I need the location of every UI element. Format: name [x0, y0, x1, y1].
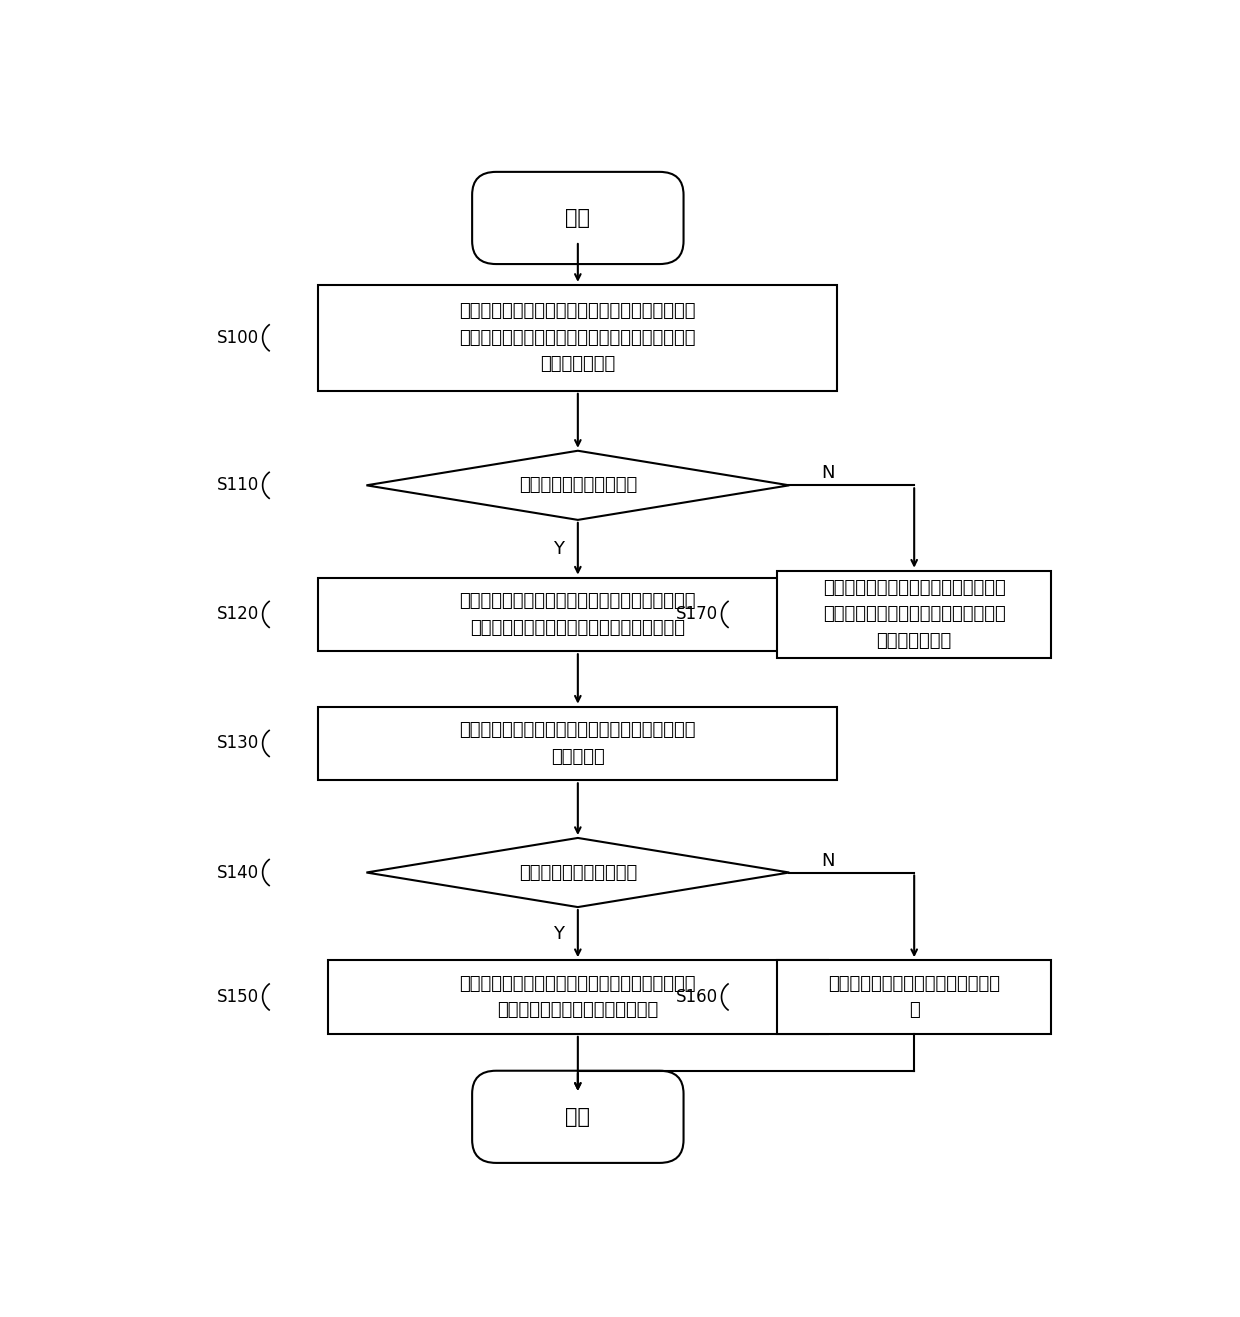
FancyBboxPatch shape	[472, 1071, 683, 1163]
Text: 不调整所述可维护部件的既有维修策
略: 不调整所述可维护部件的既有维修策 略	[828, 975, 1001, 1019]
Text: S140: S140	[217, 864, 259, 881]
Text: 利用所述新增检维修数据进行所述分析，以动态调
整所述可维护部件的既有维修策略: 利用所述新增检维修数据进行所述分析，以动态调 整所述可维护部件的既有维修策略	[460, 975, 696, 1019]
Text: S110: S110	[217, 477, 259, 494]
Text: N: N	[821, 852, 835, 869]
Text: S120: S120	[217, 606, 259, 623]
Text: S170: S170	[676, 606, 718, 623]
Polygon shape	[367, 450, 789, 520]
Text: N: N	[821, 465, 835, 482]
Text: 利用所述历史检维修数据对应的故障原
因的分布规律分析结果制定所述可维护
部件的维修策略: 利用所述历史检维修数据对应的故障原 因的分布规律分析结果制定所述可维护 部件的维…	[823, 579, 1006, 649]
Bar	[777, 570, 1052, 658]
Text: Y: Y	[553, 925, 564, 943]
Text: S150: S150	[217, 988, 259, 1006]
FancyBboxPatch shape	[472, 171, 683, 263]
Bar	[319, 577, 837, 651]
Text: 结束: 结束	[565, 1106, 590, 1127]
Text: S160: S160	[676, 988, 718, 1006]
Polygon shape	[367, 838, 789, 907]
Bar	[319, 706, 837, 780]
Text: 所述差値超过预设阈値？: 所述差値超过预设阈値？	[518, 864, 637, 881]
Text: 将所述新增检维修数据与所述历史检维修数据进行
所述分析，以获取各可维护部件的动态可靠度: 将所述新增检维修数据与所述历史检维修数据进行 所述分析，以获取各可维护部件的动态…	[460, 593, 696, 636]
Text: 获取到新增检维修数据？: 获取到新增检维修数据？	[518, 477, 637, 494]
Bar	[327, 960, 828, 1034]
Text: 开始: 开始	[565, 208, 590, 228]
Text: S100: S100	[217, 329, 259, 346]
Bar	[777, 960, 1052, 1034]
Text: S130: S130	[217, 735, 259, 752]
Text: 计算各可维护部件的所述动态可靠度与所述静态可
靠度的差値: 计算各可维护部件的所述动态可靠度与所述静态可 靠度的差値	[460, 722, 696, 765]
Text: Y: Y	[553, 540, 564, 557]
Text: 利用设备的历史检维修数据对设备的各可维护部件
进行故障原因的分布规律分析，以获取各可维护部
件的静态可靠度: 利用设备的历史检维修数据对设备的各可维护部件 进行故障原因的分布规律分析，以获取…	[460, 303, 696, 373]
Bar	[319, 284, 837, 391]
